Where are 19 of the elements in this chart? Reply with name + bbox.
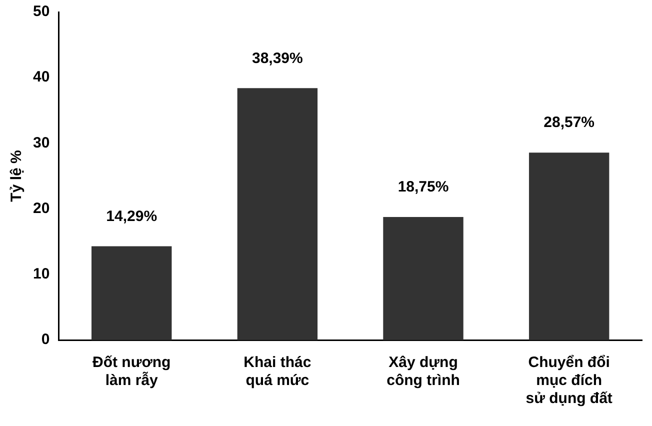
x-tick-label: Đốt nương làm rẫy [92,354,171,390]
x-tick-label: Khai thác quá mức [244,354,312,390]
data-label: 28,57% [544,114,595,132]
y-tick-label: 40 [32,68,50,86]
x-tick-label: Chuyển đổi mục đích sử dụng đất [526,354,612,408]
data-label: 14,29% [106,208,158,225]
x-tick-label: Xây dựng công trình [386,354,460,390]
bar [528,152,610,340]
data-label: 38,39% [252,50,303,67]
y-tick-label: 20 [32,200,50,217]
bar [383,217,464,340]
y-axis-title: Tỷ lệ % [8,150,26,202]
y-tick-label: 50 [32,3,50,20]
bar [237,88,318,340]
bar [91,246,172,340]
y-tick-label: 0 [41,331,50,348]
y-tick-label: 10 [32,266,50,283]
data-label: 18,75% [398,178,449,196]
y-tick-label: 30 [32,134,50,152]
